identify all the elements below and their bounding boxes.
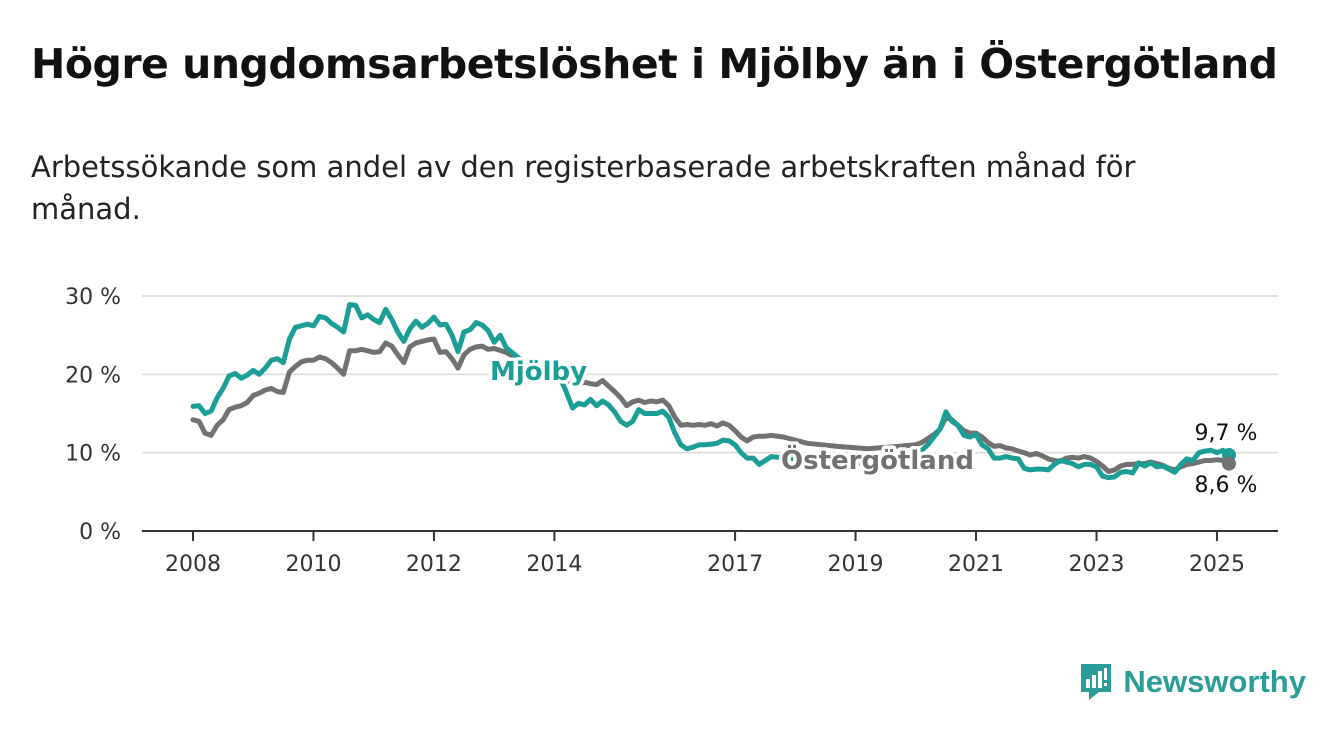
newsworthy-logo-text: Newsworthy (1123, 664, 1306, 699)
x-tick-label: 2017 (707, 552, 763, 577)
y-tick-label: 10 % (65, 442, 121, 467)
x-tick-label: 2012 (406, 552, 462, 577)
chart-subtitle: Arbetssökande som andel av den registerb… (31, 150, 1136, 226)
y-tick-label: 0 % (79, 520, 121, 545)
mjolby-series-line (190, 302, 1232, 481)
mjolby-series-label: Mjölby (490, 357, 587, 387)
x-tick-label: 2010 (285, 552, 341, 577)
mjolby-series-label-halo: Mjölby (490, 357, 587, 387)
y-tick-label: 20 % (65, 363, 121, 388)
line-chart: 0 % 10 % 20 % 30 % 2008 2010 2012 2014 2017 2019 2… (65, 285, 1278, 577)
ostergotland-series-label: Östergötland (781, 443, 974, 476)
newsworthy-logo: Newsworthy (1079, 660, 1306, 704)
x-tick-label: 2019 (828, 552, 884, 577)
x-tick-label: 2021 (948, 552, 1004, 577)
ostergotland-end-value-label: 8,6 % (1195, 473, 1258, 498)
ostergotland-series-line (190, 336, 1232, 474)
y-tick-label: 30 % (65, 285, 121, 310)
newsworthy-logo-icon (1079, 662, 1113, 702)
ostergotland-end-point (1222, 456, 1236, 471)
x-tick-label: 2008 (165, 552, 221, 577)
x-tick-label: 2025 (1189, 552, 1245, 577)
x-tick-label: 2023 (1068, 552, 1124, 577)
x-tick-label: 2014 (526, 552, 582, 577)
chart-title: Högre ungdomsarbetslöshet i Mjölby än i … (31, 40, 1278, 88)
ostergotland-series-label-halo: Östergötland (781, 443, 974, 476)
mjolby-end-value-label: 9,7 % (1195, 421, 1258, 446)
